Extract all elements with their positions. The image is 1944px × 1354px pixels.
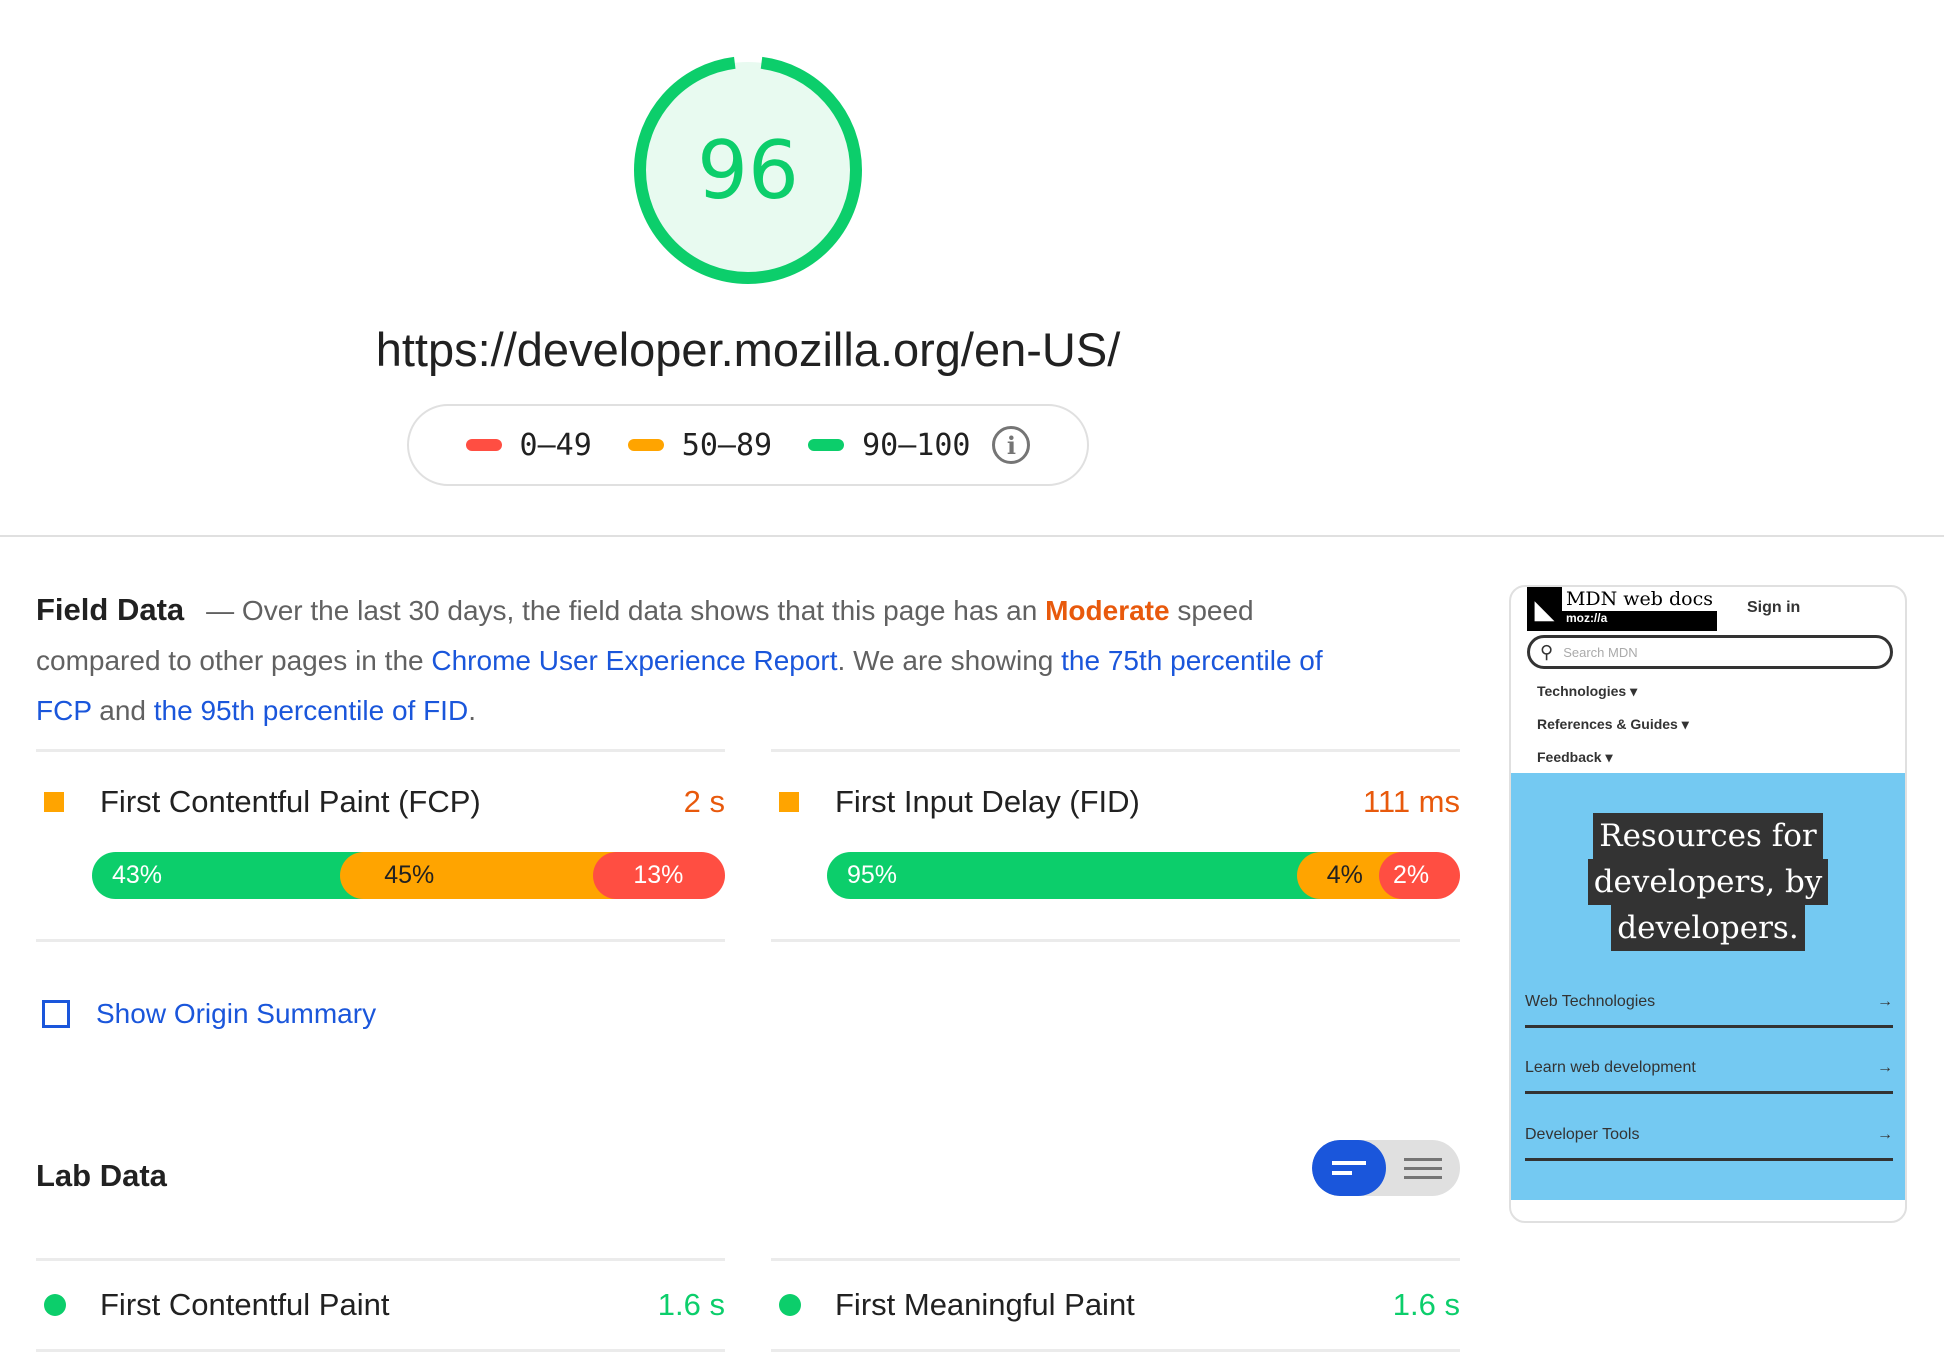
arrow-right-icon: → (1877, 1126, 1893, 1143)
compact-view-button[interactable] (1312, 1140, 1386, 1196)
text: speed compared to other pages in the (36, 595, 1254, 676)
hero-banner: Resources for developers, by developers.… (1511, 773, 1905, 1200)
metric-value: 2 s (683, 784, 725, 819)
metric-name: First Contentful Paint (FCP) (100, 784, 481, 819)
legend-label: 0–49 (519, 427, 592, 463)
divider (36, 1258, 725, 1261)
search-box: ⚲ Search MDN (1527, 635, 1893, 669)
distribution-bar: 43% 45% 13% (92, 852, 725, 899)
divider (36, 749, 725, 752)
divider (36, 939, 725, 942)
fast-segment: 43% (92, 852, 365, 899)
arrow-right-icon: → (1877, 1059, 1893, 1076)
hero-link: Learn web development → (1525, 1059, 1893, 1094)
average-segment: 45% (340, 852, 618, 899)
legend-label: 90–100 (862, 427, 971, 463)
expanded-view-button[interactable] (1386, 1140, 1460, 1196)
lab-metric: First Meaningful Paint 1.6 s (771, 1258, 1460, 1352)
divider (771, 749, 1460, 752)
pass-circle-icon (779, 1294, 801, 1316)
divider (771, 1349, 1460, 1352)
slow-segment: 2% (1379, 852, 1460, 899)
hero-line: Resources for (1593, 813, 1823, 859)
lines-icon-line (1404, 1175, 1442, 1179)
mdn-logo: ◣ MDN web docs moz://a (1527, 587, 1717, 631)
slow-segment: 13% (593, 852, 725, 899)
lab-metric: First Contentful Paint 1.6 s (36, 1258, 725, 1352)
legend-item-fail: 0–49 (465, 427, 592, 463)
logo-sub: moz://a (1565, 611, 1608, 625)
lines-icon (1332, 1161, 1366, 1165)
metric-value: 1.6 s (1392, 1287, 1460, 1322)
checkbox-icon[interactable] (42, 1000, 70, 1028)
fast-segment: 95% (827, 852, 1321, 899)
logo-text: MDN web docs (1561, 587, 1717, 611)
arrow-right-icon: → (1877, 993, 1893, 1010)
field-data-description: Field Data — Over the last 30 days, the f… (36, 585, 1366, 736)
sign-in-link: Sign in (1747, 599, 1801, 616)
link-label: Developer Tools (1525, 1126, 1640, 1143)
show-origin-summary-checkbox[interactable]: Show Origin Summary (42, 998, 376, 1030)
green-swatch-icon (808, 439, 845, 451)
nav-item: Technologies ▾ (1537, 683, 1638, 699)
hero-headline: Resources for developers, by developers. (1511, 813, 1905, 951)
page-screenshot: ◣ MDN web docs moz://a Sign in ⚲ Search MD… (1509, 585, 1907, 1223)
search-icon: ⚲ (1540, 641, 1554, 662)
hero-line: developers. (1611, 905, 1805, 951)
text: . We are showing (837, 645, 1062, 676)
field-metric-fid: First Input Delay (FID) 111 ms 95% 4% 2% (771, 749, 1460, 942)
hero-link: Developer Tools → (1525, 1126, 1893, 1161)
divider (771, 1258, 1460, 1261)
fcp-percentile-link[interactable]: the 75th percentile of FCP (36, 645, 1323, 726)
search-placeholder: Search MDN (1563, 644, 1638, 660)
nav-menu: Technologies ▾ References & Guides ▾ Feedb… (1537, 675, 1689, 774)
dino-icon: ◣ (1534, 594, 1555, 624)
pass-circle-icon (44, 1294, 66, 1316)
metric-name: First Contentful Paint (100, 1287, 390, 1322)
text: — Over the last 30 days, the field data … (206, 595, 1046, 626)
score-gauge (634, 56, 862, 284)
view-toggle[interactable] (1312, 1140, 1460, 1196)
checkbox-label[interactable]: Show Origin Summary (96, 998, 377, 1029)
hero-line: developers, by (1587, 859, 1829, 905)
average-square-icon (779, 792, 799, 812)
metric-value: 1.6 s (657, 1287, 725, 1322)
score-legend: 0–49 50–89 90–100 i (407, 404, 1089, 486)
text: . (468, 695, 476, 726)
lines-icon-line (1332, 1171, 1352, 1175)
distribution-bar: 95% 4% 2% (827, 852, 1460, 899)
field-data-heading: Field Data (36, 592, 185, 627)
field-metric-fcp: First Contentful Paint (FCP) 2 s 43% 45% … (36, 749, 725, 942)
orange-swatch-icon (627, 439, 664, 451)
nav-item: References & Guides ▾ (1537, 716, 1689, 732)
speed-rating: Moderate (1045, 595, 1170, 626)
nav-item: Feedback ▾ (1537, 749, 1613, 765)
link-label: Web Technologies (1525, 993, 1656, 1010)
section-divider (0, 535, 1944, 537)
gauge-arc (634, 56, 862, 284)
performance-score: 96 (697, 123, 799, 217)
legend-item-pass: 90–100 (808, 428, 970, 463)
red-swatch-icon (465, 439, 502, 451)
legend-item-average: 50–89 (627, 427, 773, 463)
divider (36, 1349, 725, 1352)
crux-link[interactable]: Chrome User Experience Report (431, 645, 838, 676)
metric-name: First Input Delay (FID) (835, 784, 1140, 819)
info-icon[interactable]: i (992, 426, 1031, 464)
hero-link: Web Technologies → (1525, 993, 1893, 1028)
divider (771, 939, 1460, 942)
gauge-fill (640, 62, 856, 278)
average-square-icon (44, 792, 64, 812)
lines-icon (1404, 1157, 1442, 1161)
text: and (91, 695, 154, 726)
metric-value: 111 ms (1362, 784, 1460, 819)
fid-percentile-link[interactable]: the 95th percentile of FID (153, 695, 469, 726)
metric-name: First Meaningful Paint (835, 1287, 1135, 1322)
legend-label: 50–89 (681, 427, 773, 463)
lines-icon-line (1404, 1166, 1442, 1170)
lab-data-heading: Lab Data (36, 1158, 167, 1193)
page-url: https://developer.mozilla.org/en-US/ (375, 323, 1121, 376)
link-label: Learn web development (1525, 1059, 1696, 1076)
